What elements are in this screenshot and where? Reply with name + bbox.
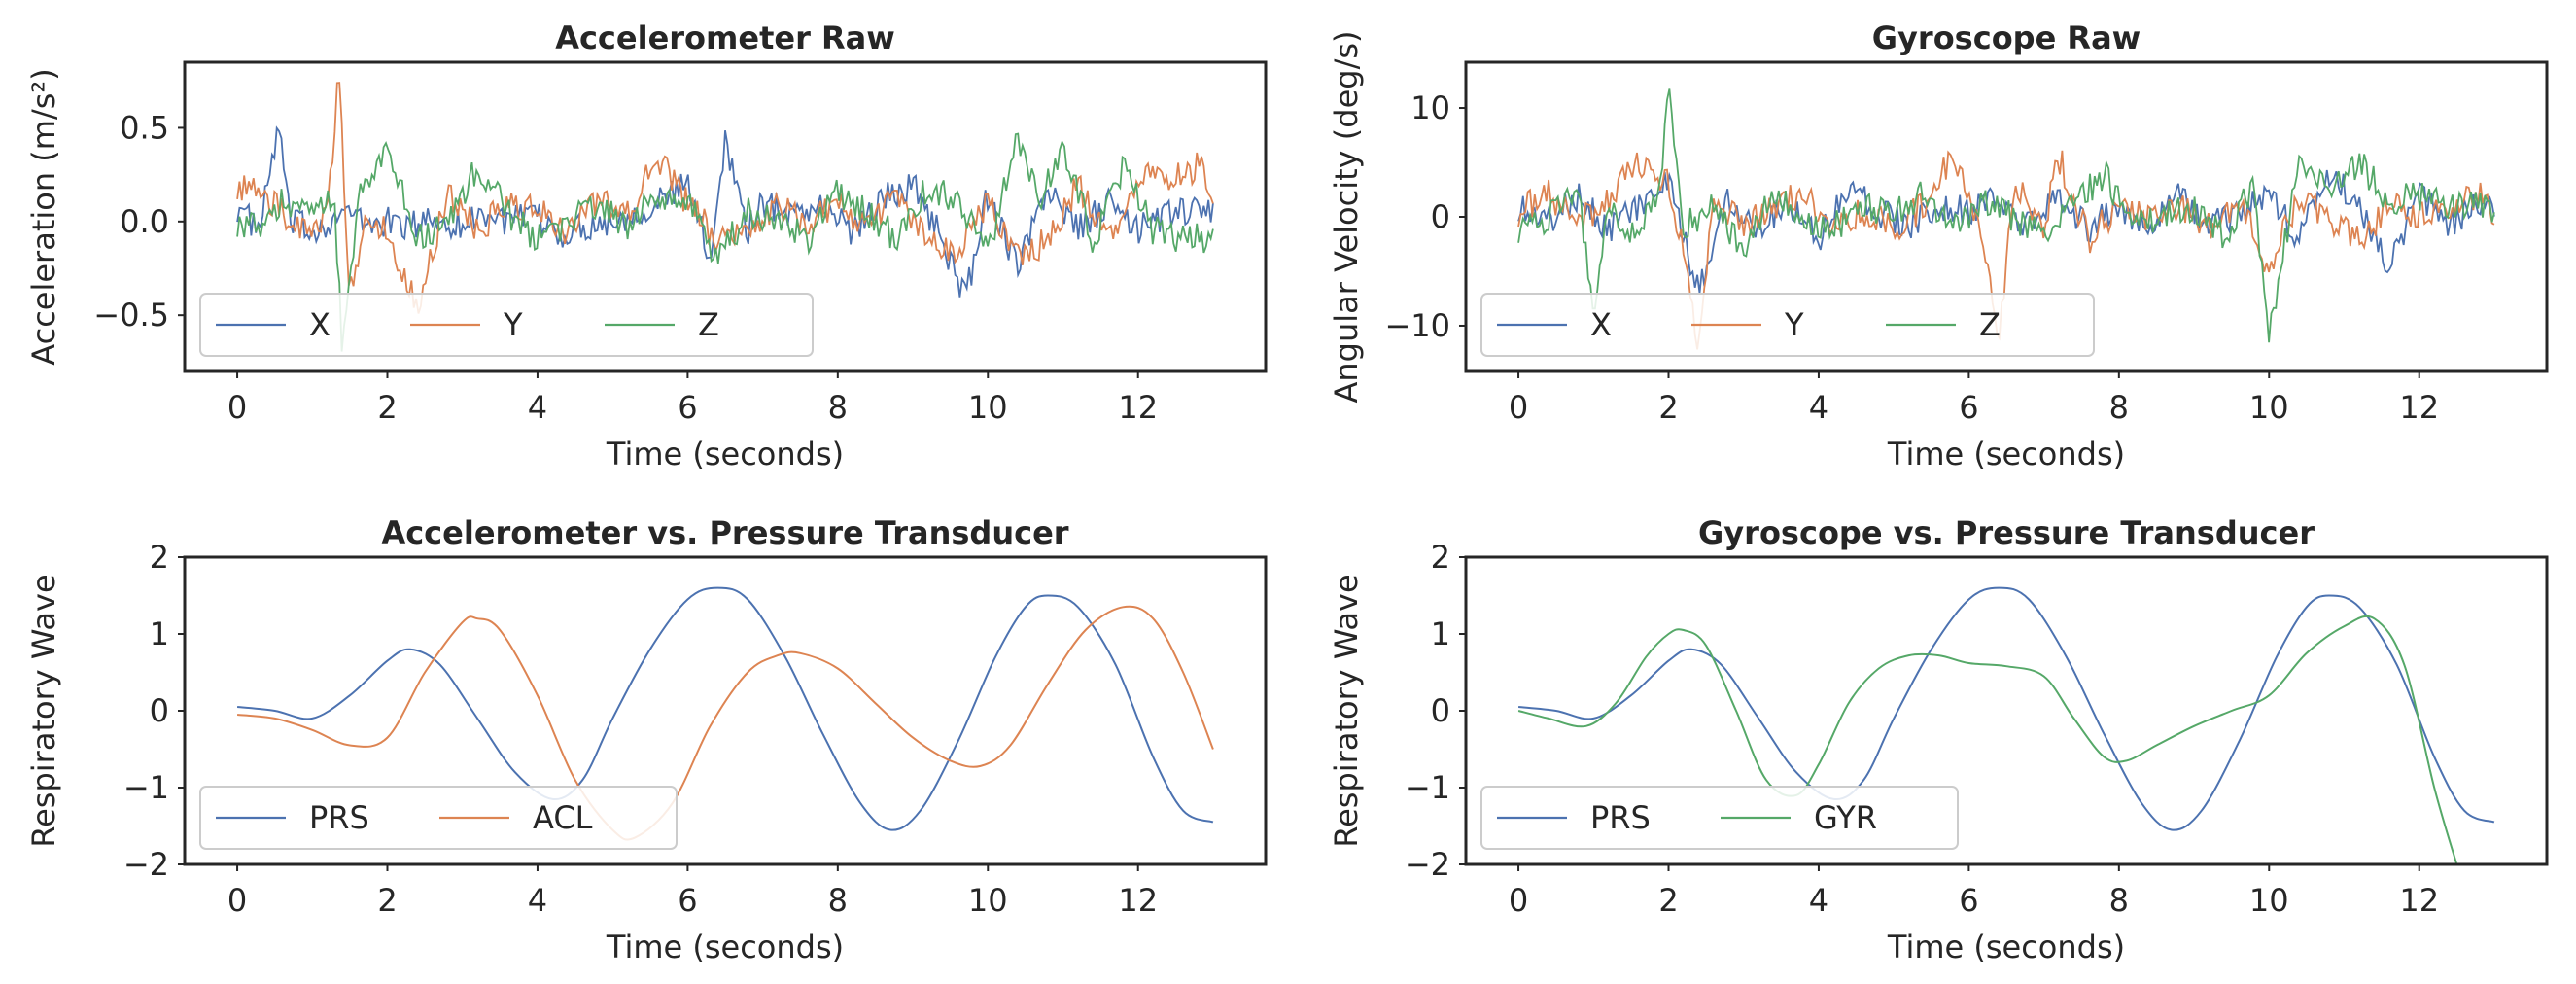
y-tick-label: 0	[150, 692, 169, 729]
chart-title: Accelerometer Raw	[555, 19, 895, 56]
legend: PRS GYR	[1480, 786, 1959, 850]
x-tick-label: 10	[968, 882, 1008, 919]
y-tick-label: −10	[1384, 307, 1450, 344]
legend: PRS ACL	[199, 786, 678, 850]
legend: X Y Z	[1480, 293, 2095, 357]
x-tick-label: 6	[678, 882, 697, 919]
legend-label-x: X	[1590, 306, 1612, 343]
legend-box	[1480, 786, 1959, 850]
x-tick-label: 8	[2109, 882, 2129, 919]
y-axis-label: Acceleration (m/s²)	[25, 68, 62, 365]
legend-label-y: Y	[503, 306, 523, 343]
legend-label-prs: PRS	[309, 799, 369, 836]
series-line-prs	[1517, 586, 2495, 831]
y-tick-label: −0.5	[93, 297, 169, 334]
x-tick-label: 10	[968, 389, 1008, 426]
y-tick-label: 0.5	[120, 109, 169, 146]
x-tick-label: 10	[2249, 882, 2289, 919]
chart-title: Gyroscope vs. Pressure Transducer	[1698, 514, 2315, 551]
legend-label-y: Y	[1784, 306, 1804, 343]
x-axis-label: Time (seconds)	[1887, 929, 2125, 966]
legend-box	[1480, 293, 2095, 357]
legend-label-prs: PRS	[1590, 799, 1651, 836]
x-tick-label: 8	[828, 882, 848, 919]
legend-label-gyr: GYR	[1814, 799, 1877, 836]
chart-title: Gyroscope Raw	[1872, 19, 2141, 56]
x-tick-label: 12	[1118, 389, 1158, 426]
x-tick-label: 6	[1959, 882, 1978, 919]
y-axis-label: Respiratory Wave	[1328, 574, 1365, 847]
legend-box	[199, 786, 678, 850]
series-line-y	[1517, 150, 2495, 350]
x-tick-label: 2	[1658, 389, 1678, 426]
series-line-z	[1517, 88, 2495, 343]
x-tick-label: 0	[1509, 389, 1528, 426]
x-tick-label: 2	[377, 389, 397, 426]
y-tick-label: 1	[1431, 615, 1450, 652]
series-line-acl	[237, 605, 1214, 841]
legend: X Y Z	[199, 293, 814, 357]
series-line-y	[236, 82, 1214, 314]
x-tick-label: 12	[1118, 882, 1158, 919]
y-tick-label: 0	[1431, 198, 1450, 235]
x-tick-label: 6	[1959, 389, 1978, 426]
x-tick-label: 4	[528, 389, 547, 426]
x-tick-label: 2	[1658, 882, 1678, 919]
axes-frame	[183, 60, 1268, 373]
series-line-gyr	[1517, 615, 2458, 864]
gyroscope-raw-panel: Gyroscope Raw 0 2 4 6 8 10 12 −10 0 10 Time (second…	[1328, 19, 2549, 473]
y-tick-label: −2	[1405, 846, 1450, 883]
x-tick-label: 8	[828, 389, 848, 426]
chart-title: Accelerometer vs. Pressure Transducer	[381, 514, 1068, 551]
x-axis-label: Time (seconds)	[606, 436, 844, 473]
x-axis-label: Time (seconds)	[1887, 436, 2125, 473]
x-tick-label: 0	[227, 389, 247, 426]
x-tick-label: 0	[227, 882, 247, 919]
y-tick-label: −1	[1405, 769, 1450, 806]
legend-box	[199, 293, 814, 357]
accelerometer-raw-panel: Accelerometer Raw 0 2 4 6 8 10 12 −0.5 0.0 0.5 Time…	[25, 19, 1268, 473]
accelerometer-vs-pressure-panel: Accelerometer vs. Pressure Transducer 0 2 4…	[25, 514, 1268, 966]
x-tick-label: 2	[377, 882, 397, 919]
y-axis-label: Respiratory Wave	[25, 574, 62, 847]
x-tick-label: 8	[2109, 389, 2129, 426]
legend-label-acl: ACL	[533, 799, 593, 836]
series-line-z	[236, 132, 1214, 352]
x-tick-label: 12	[2399, 882, 2439, 919]
y-tick-label: 1	[150, 615, 169, 652]
series-line-prs	[236, 586, 1214, 831]
x-tick-label: 6	[678, 389, 697, 426]
y-tick-label: −2	[123, 846, 169, 883]
y-axis-label: Angular Velocity (deg/s)	[1328, 30, 1365, 403]
legend-label-z: Z	[1979, 306, 2001, 343]
legend-label-z: Z	[698, 306, 719, 343]
x-tick-label: 0	[1509, 882, 1528, 919]
y-tick-label: 2	[150, 539, 169, 576]
y-tick-label: 0	[1431, 692, 1450, 729]
x-tick-label: 10	[2249, 389, 2289, 426]
x-tick-label: 12	[2399, 389, 2439, 426]
series-line-x	[236, 125, 1214, 298]
x-tick-label: 4	[1809, 389, 1828, 426]
y-tick-label: 10	[1410, 89, 1450, 126]
x-axis-label: Time (seconds)	[606, 929, 844, 966]
legend-label-x: X	[309, 306, 331, 343]
y-tick-label: 2	[1431, 539, 1450, 576]
y-tick-label: 0.0	[120, 203, 169, 240]
series-line-x	[1517, 169, 2495, 294]
x-tick-label: 4	[1809, 882, 1828, 919]
y-tick-label: −1	[123, 769, 169, 806]
x-tick-label: 4	[528, 882, 547, 919]
